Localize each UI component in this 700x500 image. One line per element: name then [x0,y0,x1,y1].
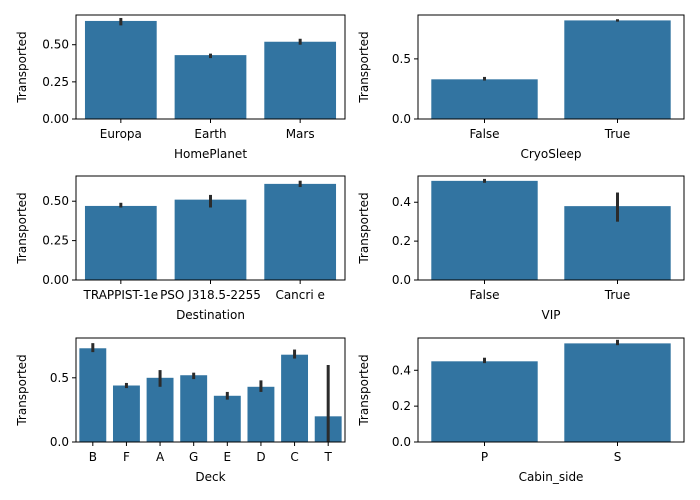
x-tick-label: False [469,127,499,141]
y-tick-label: 0.4 [392,363,411,377]
y-axis-label: Transported [15,354,29,426]
x-tick-label: D [256,450,265,464]
subplot-3: TRAPPIST-1e PSO J318.5-2255 Cancri e 0.00 0.… [15,175,346,322]
x-tick-label: False [469,288,499,302]
x-tick-label: A [156,450,165,464]
axes-frame [417,337,685,443]
y-tick-label: 0.0 [50,435,69,449]
subplot-4: False True 0.0 0.2 0.4 VIP Transported [357,175,685,322]
x-tick-label: C [290,450,298,464]
y-tick-label: 0.2 [392,234,411,248]
x-axis-label: HomePlanet [174,147,247,161]
x-tick-label: G [189,450,198,464]
bar [264,183,337,280]
x-tick-label: Cancri e [275,288,324,302]
x-axis-label: Cabin_side [519,470,584,484]
x-axis-label: Deck [195,470,225,484]
y-tick-label: 0.25 [42,234,69,248]
subplot-5: B F A G E D C T 0.0 0.5 Deck Transported [15,337,346,484]
axes-frame [75,337,346,443]
x-axis-label: VIP [542,308,561,322]
bar [431,180,538,280]
bar [264,41,337,119]
y-tick-label: 0.00 [42,273,69,287]
y-tick-label: 0.5 [50,371,69,385]
y-axis-label: Transported [15,31,29,103]
x-tick-label: P [481,450,488,464]
x-tick-label: E [224,450,232,464]
bar [247,386,275,442]
x-tick-label: Europa [100,127,142,141]
bar [213,395,241,442]
bar [431,79,538,119]
x-tick-label: TRAPPIST-1e [83,288,159,302]
bar [174,199,247,280]
y-tick-label: 0.25 [42,75,69,89]
x-tick-label: True [604,288,631,302]
x-axis-label: CryoSleep [520,147,581,161]
bar [79,348,107,442]
x-tick-label: B [89,450,97,464]
y-tick-label: 0.50 [42,194,69,208]
x-tick-label: F [123,450,130,464]
x-tick-label: Earth [194,127,226,141]
y-tick-label: 0.0 [392,112,411,126]
y-tick-label: 0.2 [392,399,411,413]
bar [564,343,671,442]
bar [112,385,140,442]
subplot-6: P S 0.0 0.2 0.4 Cabin_side Transported [357,337,685,484]
bar [180,375,208,442]
subplot-1: Europa Earth Mars 0.00 0.25 0.50 HomePlanet Tra… [15,14,346,161]
bar [281,354,309,442]
y-tick-label: 0.0 [392,435,411,449]
y-tick-label: 0.4 [392,195,411,209]
bar [431,361,538,442]
bar [84,205,157,280]
bar [174,55,247,119]
x-tick-label: T [324,450,333,464]
y-axis-label: Transported [357,354,371,426]
y-tick-label: 0.5 [392,52,411,66]
bar [84,20,157,120]
y-tick-label: 0.00 [42,112,69,126]
axes-frame [417,175,685,281]
y-axis-label: Transported [357,31,371,103]
bar [564,20,671,120]
x-axis-label: Destination [176,308,245,322]
y-tick-label: 0.0 [392,273,411,287]
bar [146,377,174,442]
y-tick-label: 0.50 [42,38,69,52]
x-tick-label: True [604,127,631,141]
x-tick-label: S [614,450,622,464]
subplot-2: False True 0.0 0.5 CryoSleep Transported [357,14,685,161]
x-tick-label: Mars [286,127,315,141]
axes-frame [417,14,685,120]
y-axis-label: Transported [15,192,29,264]
y-axis-label: Transported [357,192,371,264]
x-tick-label: PSO J318.5-2255 [160,288,261,302]
